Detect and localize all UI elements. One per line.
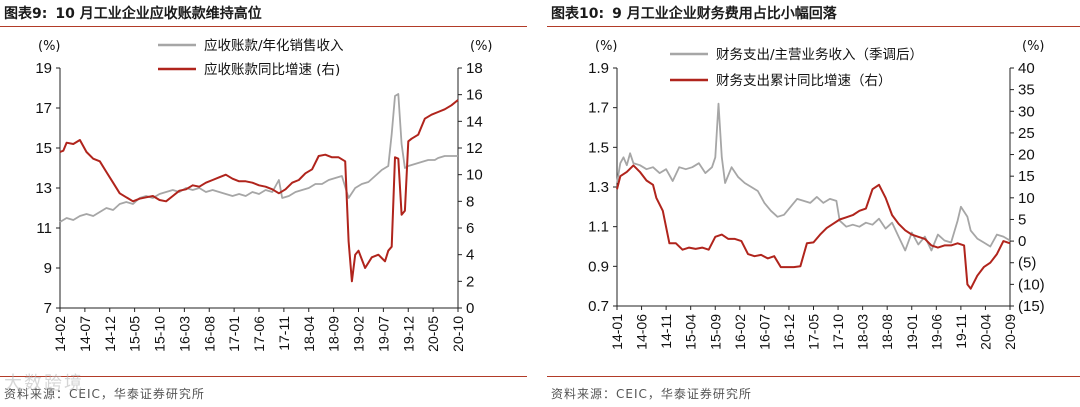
right-tick-label: 5 <box>1018 211 1026 228</box>
figure-label: 图表9: <box>4 6 48 22</box>
left-tick-label: 9 <box>44 260 52 277</box>
left-tick-label: 7 <box>44 300 52 317</box>
left-tick-label: 0.9 <box>588 258 609 275</box>
left-tick-label: 1.9 <box>588 60 609 77</box>
chart-financial-cost: (%) (%) 1.9 1.7 1.5 1.3 1.1 0.9 0.7 40 35 30 25 20 15 1… <box>588 39 1045 350</box>
right-tick-label: (15) <box>1018 298 1045 315</box>
right-tick-label: 20 <box>1018 147 1035 164</box>
x-tick-label: 19-06 <box>928 314 944 350</box>
x-tick-label: 19-02 <box>351 316 367 352</box>
x-tick-label: 17-01 <box>226 316 242 352</box>
legend-label: 财务支出累计同比增速（右） <box>716 73 892 89</box>
x-tick-label: 20-09 <box>1002 314 1018 350</box>
left-tick-label: 17 <box>35 100 52 117</box>
x-tick-label: 15-04 <box>683 314 699 350</box>
source-rule <box>547 376 1080 377</box>
left-axis-unit: (%) <box>38 39 61 54</box>
x-tick-label: 19-07 <box>375 316 391 352</box>
left-axis-unit: (%) <box>595 39 618 54</box>
source-rule <box>0 376 527 377</box>
series-line-red <box>616 164 1011 290</box>
x-tick-label: 16-03 <box>176 316 192 352</box>
legend-label: 应收账款同比增速 (右) <box>204 61 340 78</box>
x-tick-label: 19-01 <box>904 314 920 350</box>
right-tick-label: 30 <box>1018 103 1035 120</box>
right-tick-label: 4 <box>466 247 474 264</box>
left-tick-label: 1.3 <box>588 179 609 196</box>
title-rule <box>547 26 1080 27</box>
x-tick-label: 20-10 <box>450 316 466 352</box>
left-tick-label: 1.7 <box>588 100 609 117</box>
source-note: 资料来源：CEIC，华泰证券研究所 <box>4 387 205 401</box>
x-tick-label: 16-08 <box>201 316 217 352</box>
x-tick-label: 20-05 <box>425 316 441 352</box>
right-tick-label: 16 <box>466 87 483 104</box>
chart-panel-financial-cost: 图表10: 9 月工业企业财务费用占比小幅回落 (%) (%) 1.9 1.7 1.5 1.… <box>547 0 1080 407</box>
legend-label: 应收账款/年化销售收入 <box>204 37 344 54</box>
right-tick-label: 18 <box>466 60 483 77</box>
right-tick-label: 6 <box>466 220 474 237</box>
chart-panel-receivables: 图表9: 10 月工业企业应收账款维持高位 (%) (%) 19 17 15 13 11 9 7 1… <box>0 0 527 407</box>
figure-title-text: 10 月工业企业应收账款维持高位 <box>55 6 262 22</box>
left-tick-label: 13 <box>35 180 52 197</box>
figure-title: 图表9: 10 月工业企业应收账款维持高位 <box>4 3 262 23</box>
right-tick-label: 8 <box>466 193 474 210</box>
right-tick-label: 12 <box>466 140 483 157</box>
figure-title-text: 9 月工业企业财务费用占比小幅回落 <box>612 6 837 22</box>
left-tick-label: 11 <box>36 220 52 237</box>
x-tick-label: 18-08 <box>879 314 895 350</box>
x-tick-label: 18-03 <box>855 314 871 350</box>
right-tick-label: 15 <box>1018 168 1035 185</box>
figure-label: 图表10: <box>551 6 605 22</box>
right-tick-label: 14 <box>466 113 483 130</box>
x-tick-label: 18-09 <box>326 316 342 352</box>
x-tick-label: 15-10 <box>152 316 168 352</box>
x-tick-label: 14-01 <box>609 314 625 350</box>
x-tick-label: 17-11 <box>276 316 292 351</box>
right-tick-label: 2 <box>466 273 474 290</box>
series-line-red <box>59 99 459 283</box>
x-tick-label: 14-06 <box>634 314 650 350</box>
series-line-gray <box>616 102 1011 252</box>
series-line-gray <box>59 93 458 223</box>
x-tick-label: 17-05 <box>806 314 822 350</box>
title-rule <box>0 26 527 27</box>
right-axis-unit: (%) <box>470 39 493 54</box>
right-tick-label: 25 <box>1018 125 1035 142</box>
right-tick-label: 10 <box>1018 190 1035 207</box>
watermark-text: 大数跨境 <box>4 373 84 394</box>
left-tick-label: 0.7 <box>588 298 609 315</box>
x-tick-label: 16-07 <box>756 314 772 350</box>
x-tick-label: 17-10 <box>830 314 846 350</box>
x-tick-label: 16-12 <box>781 314 797 350</box>
figure-title: 图表10: 9 月工业企业财务费用占比小幅回落 <box>551 3 837 23</box>
chart-receivables: (%) (%) 19 17 15 13 11 9 7 18 16 14 12 10 8 6 4 2 0 14-02 14… <box>35 37 493 352</box>
right-tick-label: 35 <box>1018 82 1035 99</box>
right-tick-label: 0 <box>1018 233 1026 250</box>
x-tick-label: 15-09 <box>707 314 723 350</box>
x-tick-label: 19-12 <box>400 316 416 352</box>
x-tick-label: 14-12 <box>102 316 118 352</box>
x-tick-label: 16-02 <box>732 314 748 350</box>
left-tick-label: 19 <box>35 60 52 77</box>
x-tick-label: 17-06 <box>251 316 267 352</box>
x-tick-label: 19-11 <box>953 314 969 349</box>
x-tick-label: 20-04 <box>977 314 993 350</box>
right-tick-label: 40 <box>1018 60 1035 77</box>
x-tick-label: 14-11 <box>658 314 674 349</box>
legend-label: 财务支出/主营业务收入（季调后） <box>716 47 923 63</box>
source-note: 资料来源：CEIC，华泰证券研究所 <box>551 387 752 401</box>
right-tick-label: (10) <box>1018 276 1045 293</box>
x-tick-label: 14-07 <box>77 316 93 352</box>
x-tick-label: 15-05 <box>127 316 143 352</box>
left-tick-label: 15 <box>35 140 52 157</box>
right-axis-unit: (%) <box>1022 39 1045 54</box>
right-tick-label: 10 <box>466 167 483 184</box>
right-tick-label: 0 <box>466 300 474 317</box>
right-tick-label: (5) <box>1018 255 1036 272</box>
x-tick-label: 18-04 <box>301 316 317 352</box>
x-tick-label: 14-02 <box>52 316 68 352</box>
left-tick-label: 1.5 <box>588 139 609 156</box>
left-tick-label: 1.1 <box>588 219 609 236</box>
